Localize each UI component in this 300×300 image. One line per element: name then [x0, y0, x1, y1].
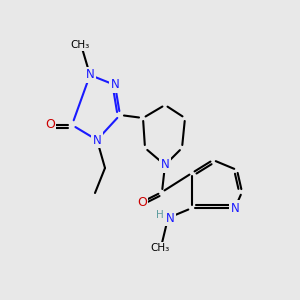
Text: O: O: [137, 196, 147, 208]
Text: CH₃: CH₃: [150, 243, 170, 253]
Text: H: H: [156, 210, 164, 220]
Text: O: O: [45, 118, 55, 131]
Text: N: N: [111, 79, 119, 92]
Text: N: N: [231, 202, 239, 214]
Text: N: N: [93, 134, 101, 146]
Text: CH₃: CH₃: [70, 40, 90, 50]
Text: N: N: [160, 158, 169, 172]
Text: N: N: [166, 212, 174, 224]
Text: N: N: [85, 68, 94, 82]
